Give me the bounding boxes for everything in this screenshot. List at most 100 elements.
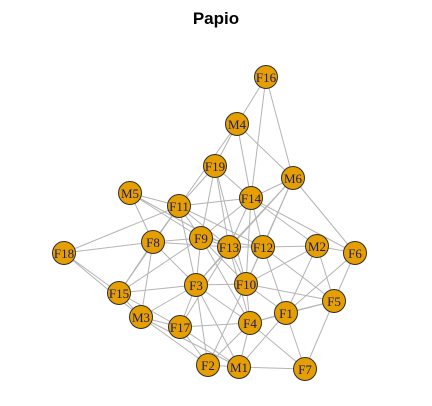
edge-F10-F5 [245,283,335,302]
edge-M4-M6 [236,123,294,179]
node-F10: F10 [234,272,258,296]
edge-F16-M6 [265,76,294,179]
node-circle [227,355,251,379]
node-F8: F8 [141,230,165,254]
node-circle [305,234,329,258]
edge-F14-F10 [245,197,252,285]
node-F9: F9 [189,226,213,250]
node-circle [322,289,346,313]
node-circle [129,305,153,329]
node-M2: M2 [305,234,329,258]
node-circle [225,112,249,136]
node-label: M1 [230,360,248,375]
node-circle [234,272,258,296]
node-M5: M5 [118,181,142,205]
edge-F12-F5 [262,246,335,302]
node-F13: F13 [217,235,241,259]
node-circle [184,273,208,297]
edge-M3-F2 [140,316,209,366]
node-circle [118,181,142,205]
node-label: F19 [205,159,225,174]
node-label: M4 [228,117,247,132]
node-M4: M4 [225,112,249,136]
edge-F8-F18 [63,241,154,254]
node-label: F16 [256,70,277,85]
edge-M2-F10 [245,245,318,285]
node-F16: F16 [254,65,278,89]
node-label: F14 [241,191,262,206]
node-M1: M1 [227,355,251,379]
node-label: F1 [279,306,293,321]
node-circle [203,154,227,178]
node-M6: M6 [281,166,305,190]
node-F1: F1 [274,301,298,325]
node-F19: F19 [203,154,227,178]
node-label: F13 [219,240,239,255]
edge-M4-F14 [236,123,252,199]
edge-F18-M3 [63,252,142,318]
node-label: F15 [109,286,129,301]
node-label: F11 [169,199,189,214]
edge-M6-F3 [195,177,294,286]
edge-F3-F15 [118,284,197,294]
node-label: F6 [348,246,362,261]
edge-F14-M2 [250,197,318,247]
node-label: M5 [121,186,139,201]
node-label: M2 [308,239,326,254]
node-label: F2 [201,358,215,373]
node-F15: F15 [107,281,131,305]
node-label: F7 [298,362,312,377]
edge-F14-F6 [250,197,356,254]
edge-F3-F2 [195,284,209,366]
edge-F8-M3 [140,241,154,318]
edges-layer [63,76,356,370]
node-circle [107,281,131,305]
node-circle [52,241,76,265]
edge-F9-F4 [200,237,251,324]
node-F17: F17 [168,315,192,339]
node-circle [196,353,220,377]
node-circle [281,166,305,190]
node-circle [217,235,241,259]
node-label: F4 [243,316,257,331]
node-F6: F6 [343,241,367,265]
node-circle [189,226,213,250]
node-circle [238,311,262,335]
node-F18: F18 [52,241,76,265]
edge-M3-M1 [140,316,240,368]
node-label: F3 [189,278,203,293]
node-F4: F4 [238,311,262,335]
nodes-layer: F16 M4 F19 M6 M5 F11 F14 F9 F8 F13 F12 M2 F6 F18 F10 F3… [52,65,367,381]
node-F2: F2 [196,353,220,377]
edge-M2-F1 [285,245,318,314]
edge-F19-F13 [214,165,230,248]
edge-F11-F3 [178,205,197,286]
node-circle [293,357,317,381]
edge-M6-F6 [292,177,356,254]
node-F7: F7 [293,357,317,381]
edge-F18-F11 [63,205,180,254]
edge-F15-F9 [118,237,202,294]
node-label: F5 [327,294,341,309]
node-label: F18 [54,246,74,261]
node-label: F12 [253,240,273,255]
node-label: F17 [170,320,191,335]
node-M3: M3 [129,305,153,329]
node-circle [254,65,278,89]
node-F14: F14 [239,186,263,210]
edge-F3-M1 [195,284,240,368]
node-F11: F11 [167,194,191,218]
node-circle [251,235,275,259]
node-F3: F3 [184,273,208,297]
node-F5: F5 [322,289,346,313]
edge-F19-F10 [214,165,247,285]
node-F12: F12 [251,235,275,259]
node-circle [167,194,191,218]
edge-F11-F14 [178,197,252,207]
node-circle [343,241,367,265]
node-label: M3 [132,310,150,325]
edge-F6-F1 [285,252,356,314]
node-label: F8 [146,235,160,250]
node-label: F10 [236,277,256,292]
